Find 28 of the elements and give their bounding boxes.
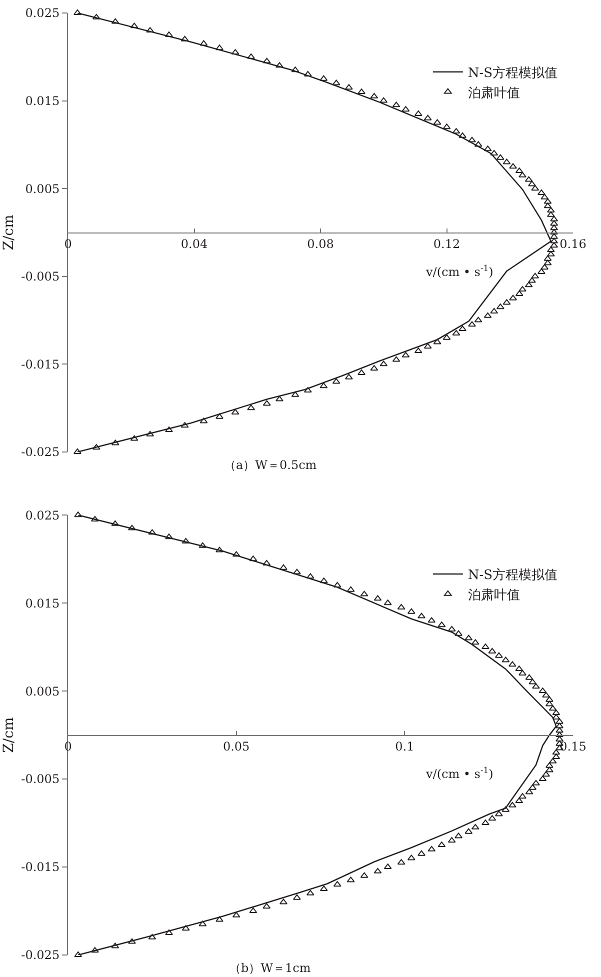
y-tick-label: 0.005 bbox=[25, 684, 60, 698]
y-tick-label: -0.025 bbox=[21, 445, 60, 460]
y-tick-label: 0.015 bbox=[25, 94, 60, 108]
y-tick-label: 0.025 bbox=[25, 6, 60, 20]
y-tick-label: 0.005 bbox=[25, 182, 60, 196]
text: （a）W＝0.5cm bbox=[224, 458, 318, 472]
x-axis-title: v/(cm • s$^{-1}$) bbox=[425, 263, 494, 280]
legend-label: N-S方程模拟值 bbox=[468, 567, 558, 584]
x-tick-label: 0.04 bbox=[180, 236, 208, 251]
legend-label: 泊肃叶值 bbox=[468, 86, 520, 101]
y-tick-label: 0.025 bbox=[25, 508, 60, 522]
x-tick-label: 0.12 bbox=[433, 236, 460, 251]
y-tick-label: -0.005 bbox=[21, 772, 60, 786]
y-tick-label: -0.015 bbox=[21, 357, 60, 372]
x-tick-label: 0.08 bbox=[307, 236, 334, 251]
y-axis-title: Z/cm bbox=[0, 214, 17, 250]
y-tick-label: -0.005 bbox=[21, 270, 60, 284]
x-axis-title: v/(cm • s$^{-1}$) bbox=[425, 765, 494, 782]
y-tick-label: 0.015 bbox=[25, 596, 60, 610]
legend-label: N-S方程模拟值 bbox=[468, 64, 558, 81]
legend-label: 泊肃叶值 bbox=[468, 588, 520, 603]
text: （b）W＝1cm bbox=[229, 961, 312, 975]
y-tick-label: -0.015 bbox=[21, 860, 60, 874]
x-tick-label: 0.05 bbox=[222, 739, 250, 754]
x-tick-label: 0.1 bbox=[395, 739, 414, 754]
y-axis-title: Z/cm bbox=[0, 717, 17, 753]
x-tick-label: 0.16 bbox=[560, 236, 586, 251]
y-tick-label: -0.025 bbox=[21, 948, 60, 962]
